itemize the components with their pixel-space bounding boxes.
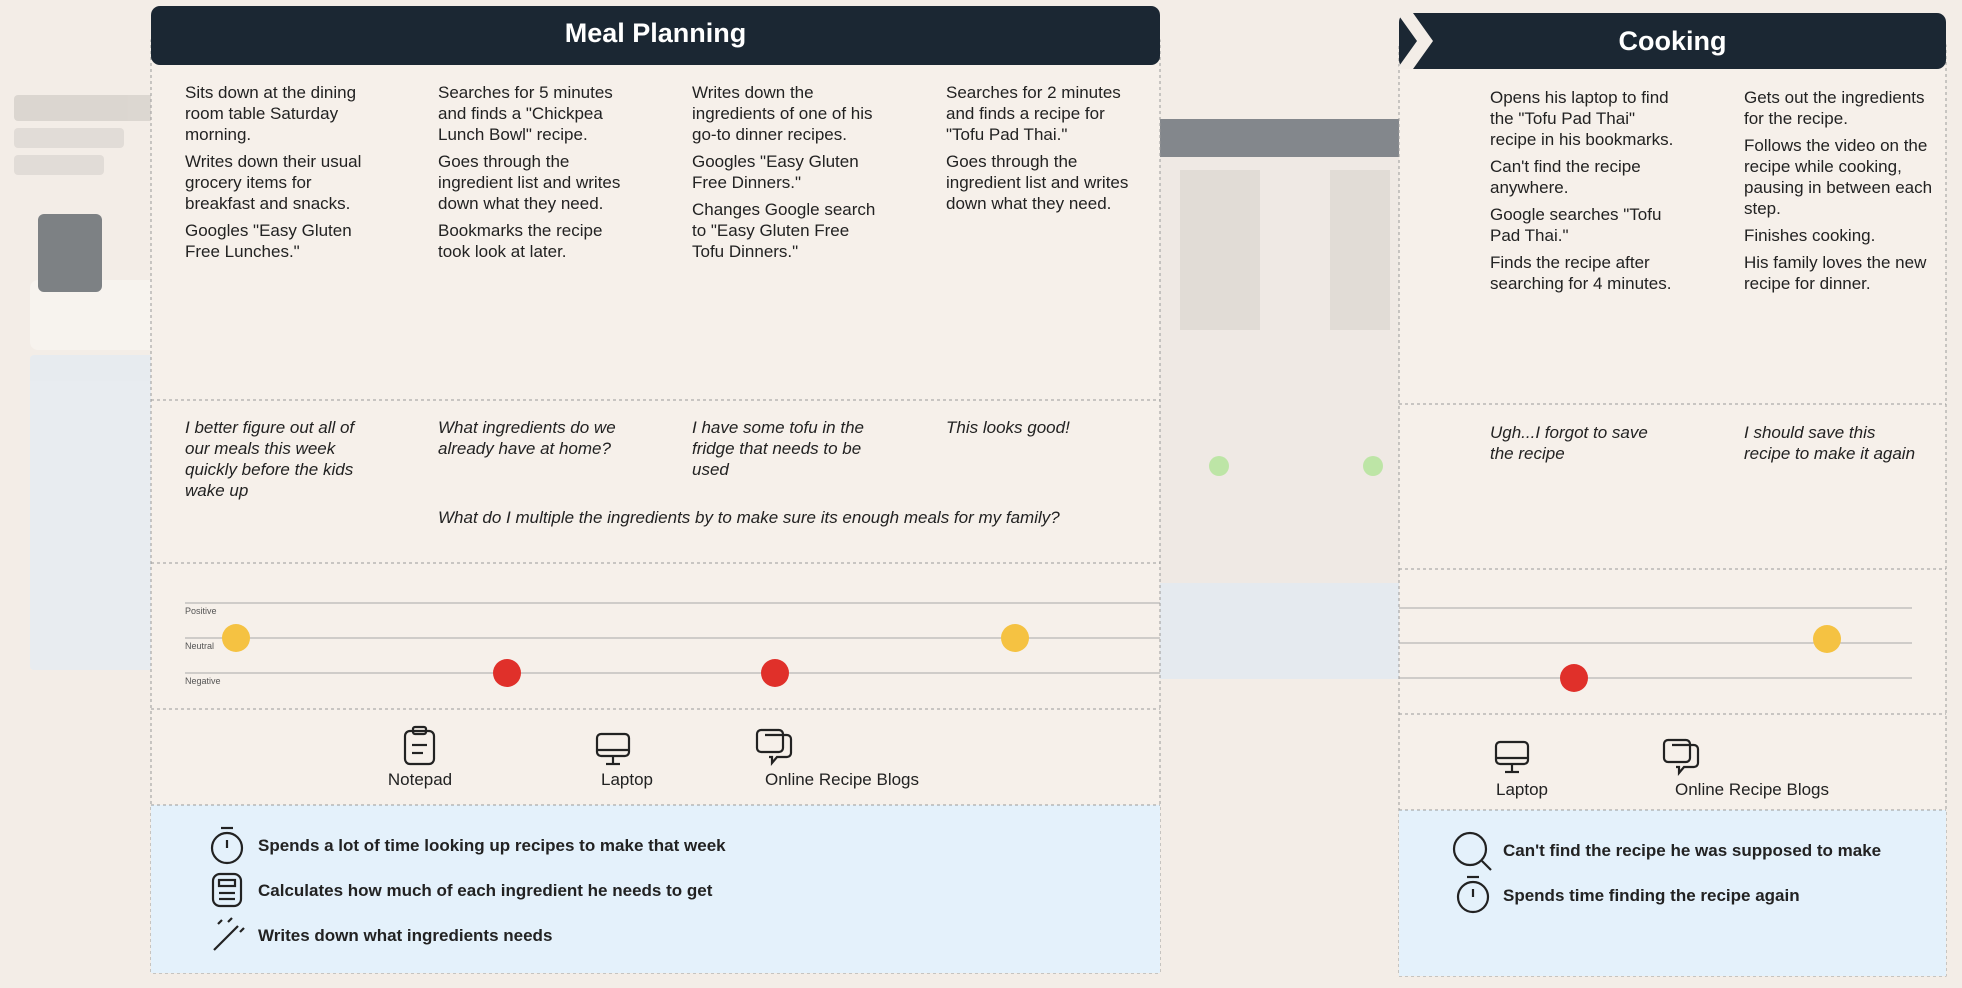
action-text: Bookmarks the recipe took look at later. [438,221,603,261]
header-chevron [1397,13,1433,69]
action-text: Can't find the recipe anywhere. [1490,157,1641,197]
action-text: Sits down at the dining room table Satur… [185,83,357,144]
blur-list [30,355,160,670]
action-text: His family loves the new recipe for dinn… [1744,253,1927,293]
action-text: Writes down their usual grocery items fo… [185,152,362,213]
action-text: Writes down the ingredients of one of hi… [692,83,873,144]
pain-point: Can't find the recipe he was supposed to… [1503,841,1882,860]
blurred-left-panel [14,95,160,670]
emotion-label: Negative [185,676,221,686]
wand-icon [213,917,245,951]
timer-icon [1456,875,1490,914]
action-text: Changes Google search to "Easy Gluten Fr… [692,200,876,261]
timer-icon [210,826,244,865]
touchpoint-icons [1494,738,1700,777]
blur-header [1160,119,1399,157]
emotion-dot [1560,664,1588,692]
touchpoint-label: Online Recipe Blogs [764,770,920,789]
emotion-dot [493,659,521,687]
step-actions: Gets out the ingredients for the recipe.… [1744,87,1934,300]
blur-heading [14,155,104,175]
panel-header [151,6,1160,65]
laptop-icon [595,732,631,766]
step-actions: Searches for 5 minutes and finds a "Chic… [438,82,628,268]
blur-text [1330,170,1390,330]
touchpoint-label: Online Recipe Blogs [1674,780,1830,799]
panel-title: Meal Planning [564,18,747,48]
action-text: Googles "Easy Gluten Free Dinners." [692,152,859,192]
step-actions: Writes down the ingredients of one of hi… [692,82,882,268]
pain-icons [210,826,245,951]
action-text: Finishes cooking. [1744,226,1876,245]
emotion-dot [1813,625,1841,653]
thought: What do I multiple the ingredients by to… [438,508,1060,527]
blogs-icon [755,728,793,767]
action-text: Googles "Easy Gluten Free Lunches." [185,221,352,261]
pain-area [151,805,1160,973]
pain-point: Calculates how much of each ingredient h… [258,881,713,900]
action-text: Follows the video on the recipe while co… [1744,136,1933,218]
emotion-dot [761,659,789,687]
notepad-icon [403,725,436,766]
blur-card [30,280,160,350]
emotion-dot [1001,624,1029,652]
emotion-dot [222,624,250,652]
action-text: Google searches "Tofu Pad Thai." [1490,205,1662,245]
pain-icons [1452,831,1492,914]
panel-title: Cooking [1618,26,1727,56]
pain-area [1399,810,1946,976]
blur-heading [14,95,154,121]
action-text: Gets out the ingredients for the recipe. [1744,88,1925,128]
emotion-label: Positive [185,606,217,616]
action-text: Goes through the ingredient list and wri… [946,152,1129,213]
thought: I have some tofu in the fridge that need… [692,418,864,479]
touchpoint-label: Laptop [1496,780,1548,799]
emotion-lines [185,602,1160,674]
action-text: Searches for 2 minutes and finds a recip… [946,83,1121,144]
pain-point: Spends time finding the recipe again [1503,886,1800,905]
action-text: Goes through the ingredient list and wri… [438,152,621,213]
thought: This looks good! [946,418,1070,437]
blur-text [1180,170,1260,330]
blur-dot [1363,456,1383,476]
touchpoint-icons [403,725,793,767]
action-text: Searches for 5 minutes and finds a "Chic… [438,83,613,144]
calculator-icon [211,872,243,908]
emotion-label: Neutral [185,641,215,651]
touchpoint-label: Notepad [387,770,453,789]
search-icon [1452,831,1492,871]
panel-header [1399,13,1946,69]
section-dividers [151,399,1160,806]
action-text: Opens his laptop to find the "Tofu Pad T… [1490,88,1674,149]
blur-dot [1209,456,1229,476]
thought: I better figure out all of our meals thi… [185,418,355,500]
thought: Ugh...I forgot to save the recipe [1490,423,1648,463]
pain-point: Spends a lot of time looking up recipes … [258,836,726,855]
step-actions: Searches for 2 minutes and finds a recip… [946,82,1136,220]
cooking-panel [1397,13,1947,977]
thought: What ingredients do we already have at h… [438,418,616,458]
touchpoint-label: Laptop [601,770,653,789]
section-dividers [1399,403,1946,811]
blurred-middle-panel [1160,119,1399,679]
step-actions: Opens his laptop to find the "Tofu Pad T… [1490,87,1680,300]
blur-heading [14,128,124,148]
meal-planning-panel [150,6,1161,974]
pain-point: Writes down what ingredients needs [258,926,553,945]
thought: I should save this recipe to make it aga… [1744,423,1916,463]
blur-pain [1160,583,1399,679]
blogs-icon [1662,738,1700,777]
blur-avatar [38,214,102,292]
step-actions: Sits down at the dining room table Satur… [185,82,375,268]
laptop-icon [1494,740,1530,774]
action-text: Finds the recipe after searching for 4 m… [1490,253,1672,293]
